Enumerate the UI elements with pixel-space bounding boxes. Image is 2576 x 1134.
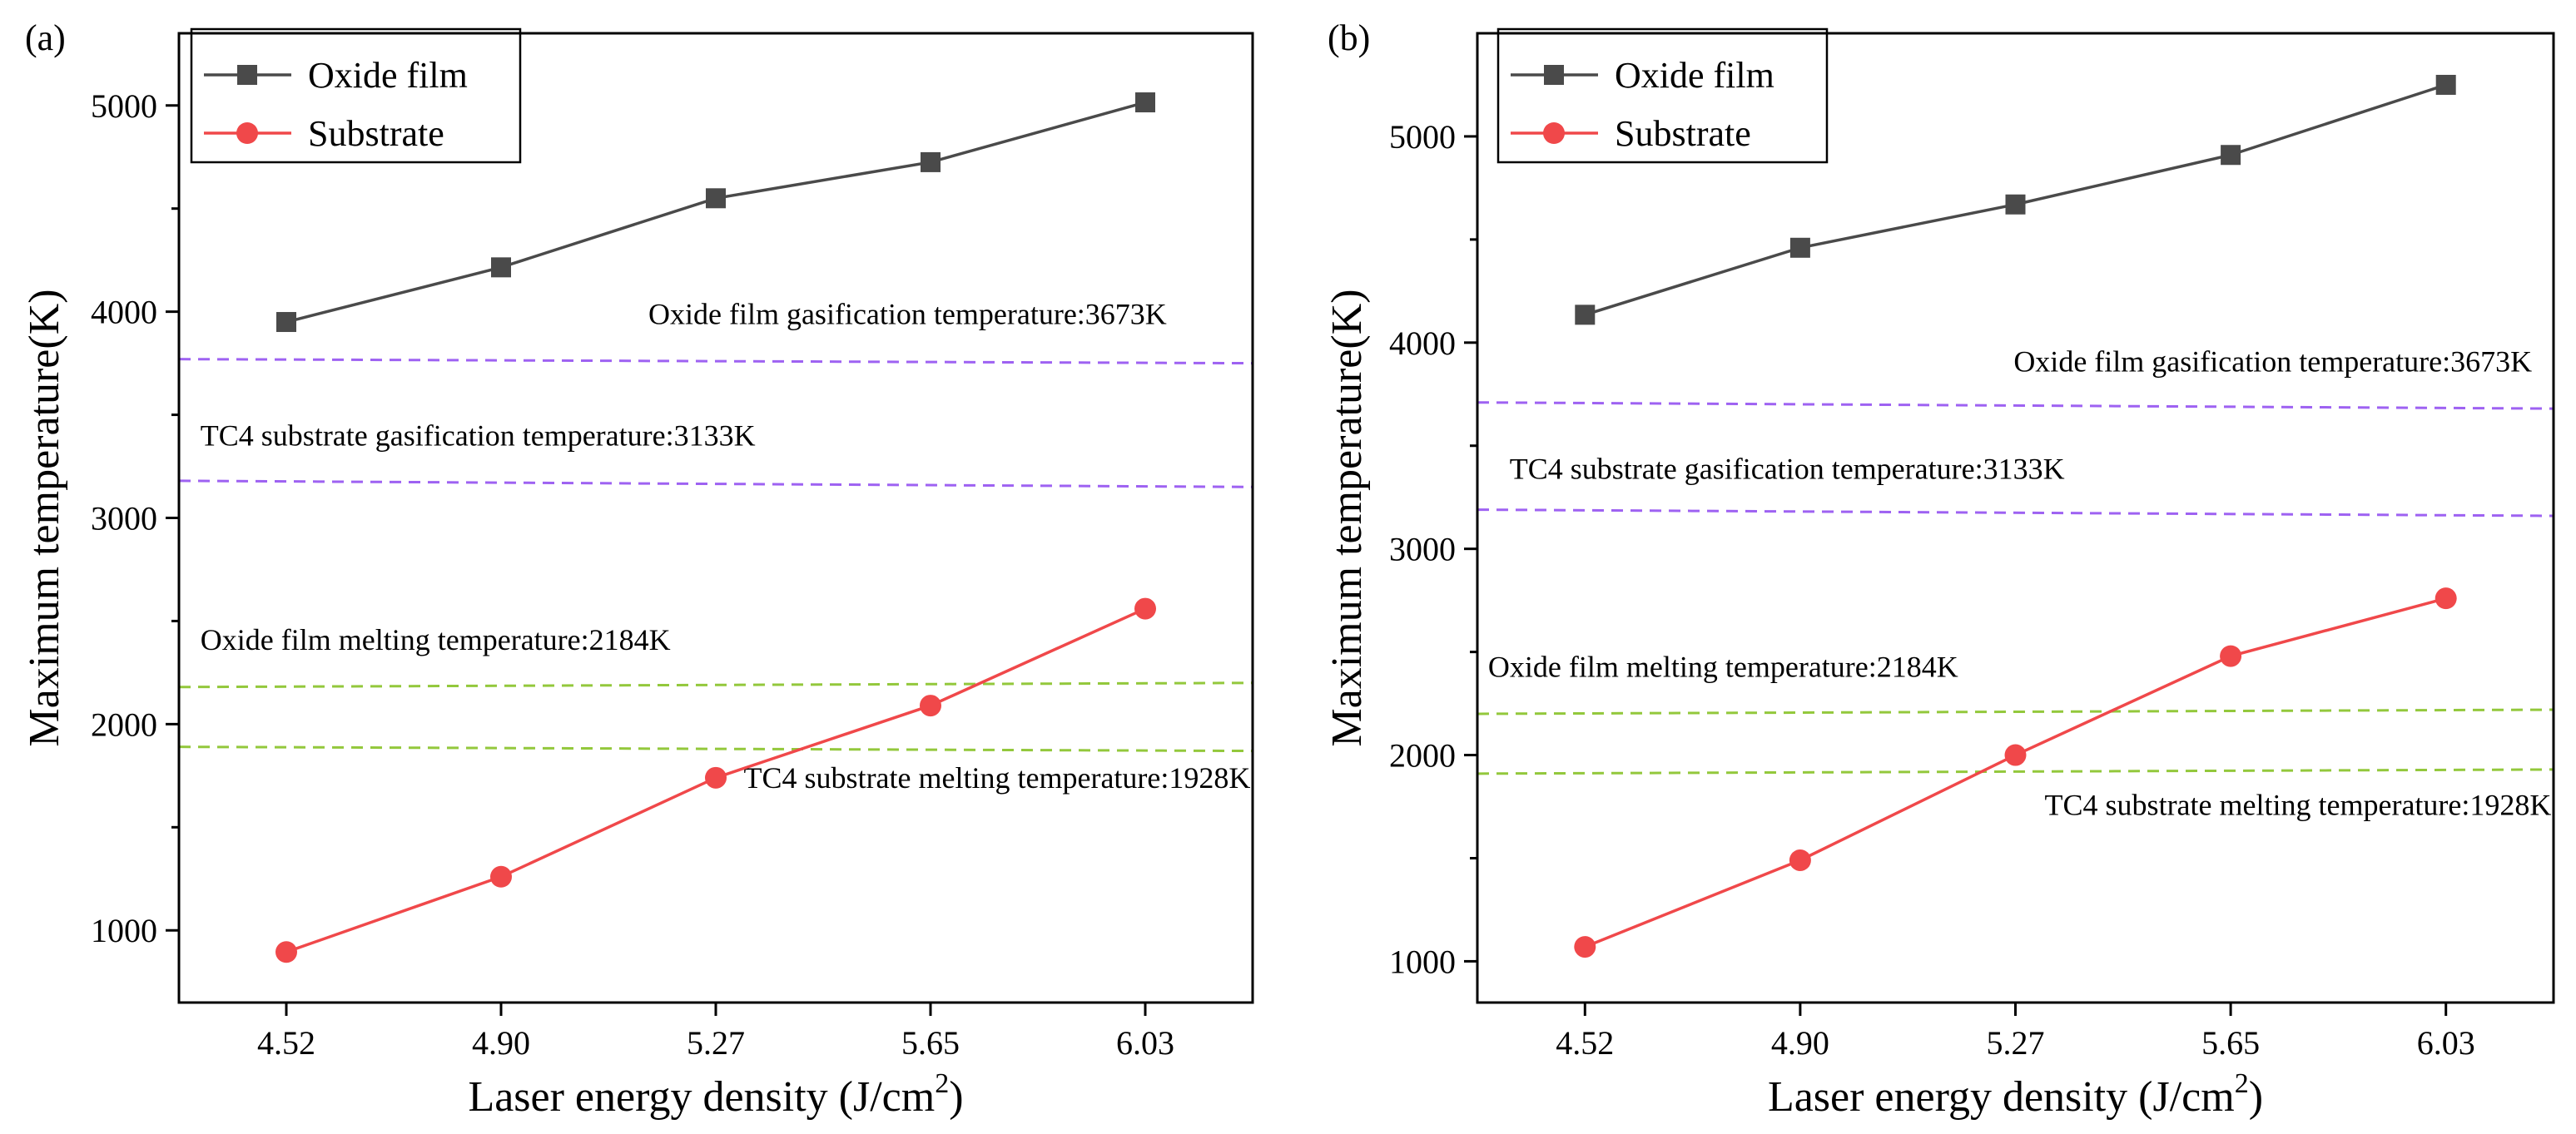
x-axis-label-sup: 2	[935, 1068, 949, 1099]
legend-label: Substrate	[308, 113, 444, 154]
reference-label: TC4 substrate melting temperature:1928K	[744, 761, 1251, 795]
reference-label: TC4 substrate gasification temperature:3…	[201, 419, 756, 453]
y-tick-label: 5000	[1389, 118, 1456, 156]
reference-label: TC4 substrate melting temperature:1928K	[2045, 788, 2552, 821]
y-tick-label: 3000	[91, 500, 157, 537]
plot-frame	[177, 32, 1254, 1004]
x-tick-label: 4.90	[472, 1024, 530, 1062]
data-point-circle	[275, 941, 297, 963]
x-tick-label: 4.52	[1556, 1024, 1614, 1062]
data-point-circle	[490, 865, 512, 888]
plot-frame	[1476, 32, 2555, 1004]
legend-box	[190, 27, 522, 164]
x-tick-label: 4.52	[257, 1024, 315, 1062]
data-point-square	[2435, 74, 2456, 95]
x-tick-label: 5.65	[901, 1024, 960, 1062]
y-tick-label: 1000	[1389, 943, 1456, 980]
data-point-circle	[1574, 936, 1596, 958]
y-axis-label: Maximum temperature(K)	[21, 289, 68, 746]
y-tick-label: 3000	[1389, 531, 1456, 568]
x-axis-label-main: Laser energy density (J/cm	[1768, 1073, 2235, 1121]
panel-label: (a)	[25, 17, 66, 58]
data-point-square	[706, 188, 726, 209]
reference-line	[1477, 401, 2554, 410]
y-axis-label: Maximum temperature(K)	[1323, 289, 1371, 746]
chart-panel-0: (a) Oxide film gasification temperature:3…	[21, 17, 1254, 1121]
data-point-square	[491, 257, 511, 278]
reference-line	[178, 745, 1253, 753]
data-point-square	[1575, 305, 1596, 325]
data-point-square	[921, 151, 941, 172]
x-axis-label-main: Laser energy density (J/cm	[468, 1073, 935, 1121]
x-axis-label: Laser energy density (J/cm2)	[1768, 1068, 2263, 1121]
x-axis-label-sup: 2	[2235, 1068, 2249, 1099]
data-point-circle	[1789, 849, 1811, 871]
reference-label: Oxide film gasification temperature:3673…	[2013, 345, 2532, 379]
legend-marker-circle	[236, 122, 258, 144]
data-point-square	[1789, 237, 1810, 258]
data-point-circle	[2220, 645, 2242, 667]
reference-label: TC4 substrate gasification temperature:3…	[1510, 452, 2065, 485]
data-point-square	[2221, 145, 2241, 166]
data-point-square	[1135, 92, 1155, 113]
reference-line	[178, 358, 1253, 365]
y-tick-label: 2000	[1389, 737, 1456, 775]
data-point-circle	[2435, 587, 2457, 610]
data-point-circle	[2004, 744, 2027, 766]
legend: Oxide film Substrate	[190, 27, 522, 164]
legend-label: Substrate	[1615, 113, 1751, 154]
x-axis-label-end: )	[2249, 1073, 2263, 1121]
legend-marker-square	[237, 65, 257, 85]
reference-line	[1477, 768, 2554, 775]
x-tick-label: 5.65	[2201, 1024, 2260, 1062]
legend-label: Oxide film	[1615, 55, 1774, 96]
data-point-circle	[1134, 597, 1156, 620]
y-tick-label: 4000	[91, 294, 157, 331]
data-point-circle	[705, 766, 727, 789]
data-point-square	[276, 312, 296, 333]
x-tick-label: 6.03	[1116, 1024, 1174, 1062]
legend-marker-square	[1544, 65, 1564, 85]
x-tick-label: 6.03	[2417, 1024, 2475, 1062]
reference-line	[1477, 508, 2554, 517]
x-axis-label-end: )	[949, 1073, 963, 1121]
reference-line	[178, 681, 1253, 689]
data-point-square	[2005, 194, 2026, 215]
chart-panel-1: (b) Oxide film gasification temperature:3…	[1323, 17, 2555, 1121]
y-tick-label: 2000	[91, 706, 157, 743]
data-point-circle	[920, 695, 941, 717]
legend-label: Oxide film	[308, 55, 468, 96]
legend-marker-circle	[1543, 122, 1565, 144]
y-tick-label: 5000	[91, 87, 157, 125]
x-tick-label: 5.27	[687, 1024, 745, 1062]
reference-line	[178, 479, 1253, 488]
x-axis-label: Laser energy density (J/cm2)	[468, 1068, 963, 1121]
reference-label: Oxide film gasification temperature:3673…	[648, 298, 1167, 331]
x-tick-label: 5.27	[1987, 1024, 2045, 1062]
legend: Oxide film Substrate	[1496, 27, 1829, 164]
x-tick-label: 4.90	[1771, 1024, 1829, 1062]
reference-label: Oxide film melting temperature:2184K	[201, 623, 671, 656]
y-tick-label: 4000	[1389, 324, 1456, 362]
y-tick-label: 1000	[91, 912, 157, 949]
reference-line	[1477, 708, 2554, 716]
legend-box	[1496, 27, 1829, 164]
reference-label: Oxide film melting temperature:2184K	[1488, 650, 1958, 683]
panel-label: (b)	[1328, 17, 1370, 58]
